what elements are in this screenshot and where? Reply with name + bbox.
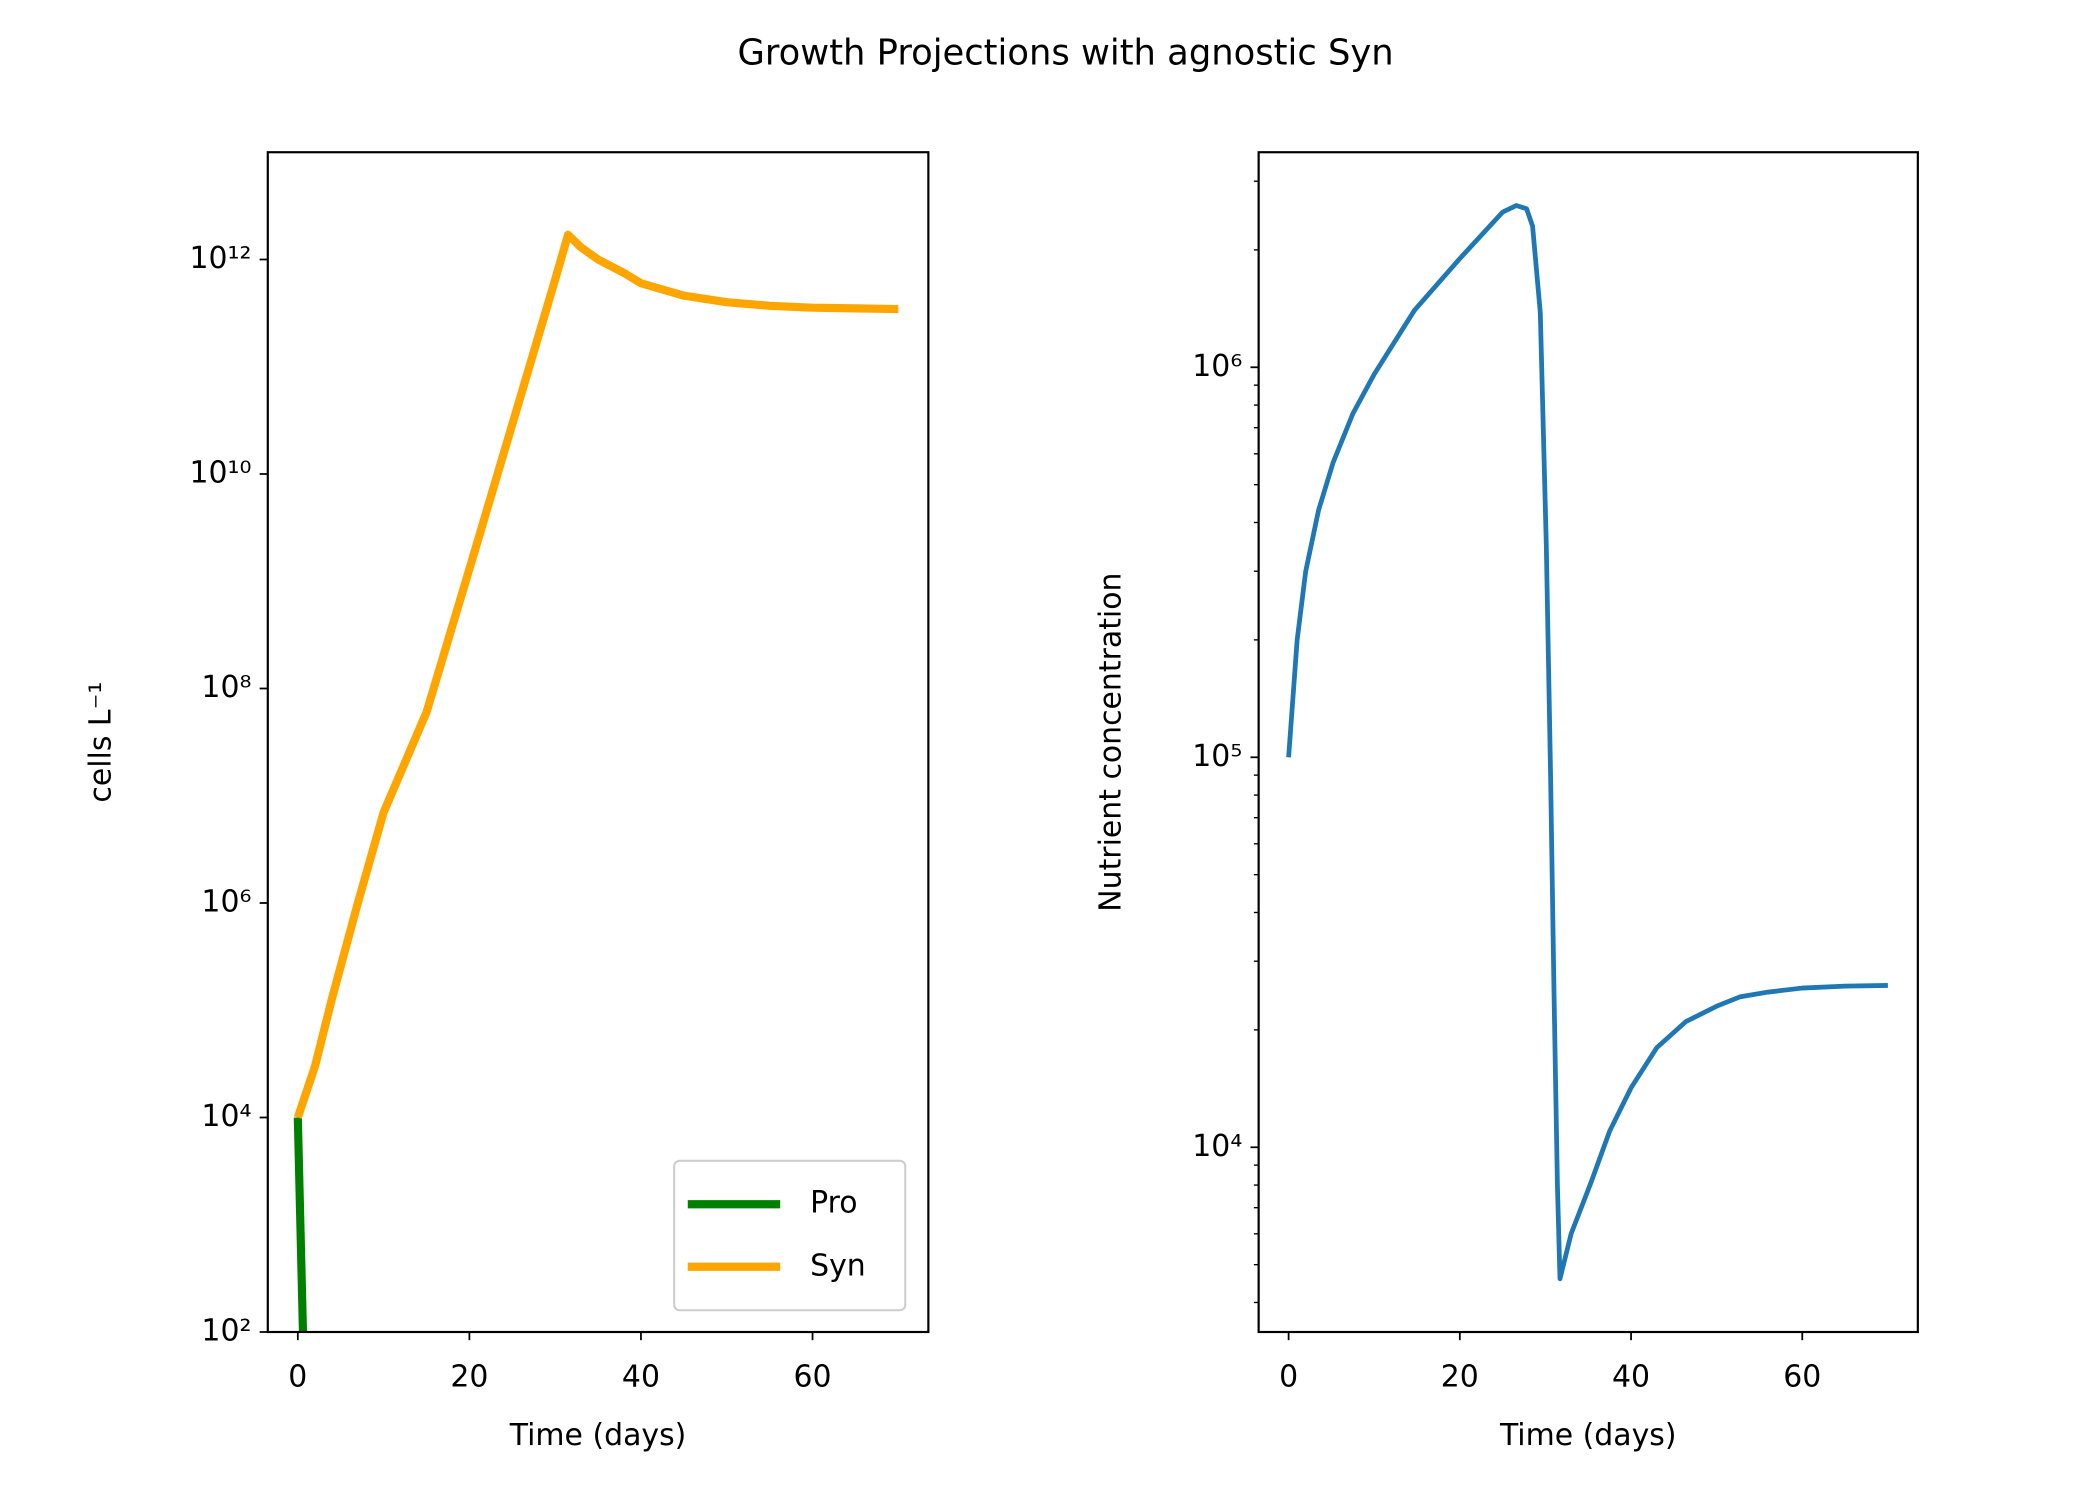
- legend-label: Pro: [810, 1186, 857, 1221]
- x-tick-label: 40: [1612, 1360, 1650, 1395]
- x-tick-label: 40: [622, 1360, 660, 1395]
- x-axis-label: Time (days): [509, 1418, 687, 1453]
- series-line: [293, 1117, 308, 1333]
- y-tick-label: 10⁵: [1192, 739, 1242, 774]
- x-tick-label: 60: [1783, 1360, 1821, 1395]
- axes-frame: [1257, 151, 1919, 1334]
- y-tick-label: 10⁶: [1192, 349, 1242, 384]
- x-tick-label: 0: [288, 1360, 307, 1395]
- x-axis-label: Time (days): [1499, 1418, 1677, 1453]
- y-tick-label: 10²: [201, 1314, 251, 1349]
- legend-label: Syn: [810, 1248, 866, 1283]
- series-line: [293, 230, 899, 1119]
- figure-title: Growth Projections with agnostic Syn: [738, 32, 1394, 73]
- y-tick-label: 10⁸: [201, 670, 251, 705]
- y-axis-label: Nutrient concentration: [1093, 573, 1128, 912]
- x-tick-label: 0: [1279, 1360, 1298, 1395]
- y-tick-label: 10⁴: [201, 1099, 251, 1134]
- legend-box: [673, 1159, 907, 1312]
- x-tick-label: 20: [1441, 1360, 1479, 1395]
- x-tick-label: 60: [794, 1360, 832, 1395]
- y-tick-label: 10⁶: [201, 884, 251, 919]
- series-line: [1286, 203, 1888, 1282]
- y-axis-label: cells L⁻¹: [83, 682, 118, 803]
- x-tick-label: 20: [450, 1360, 488, 1395]
- axes-frame: [266, 151, 930, 1334]
- y-tick-label: 10¹²: [189, 241, 251, 276]
- y-tick-label: 10⁴: [1192, 1129, 1242, 1164]
- y-tick-label: 10¹⁰: [189, 455, 251, 490]
